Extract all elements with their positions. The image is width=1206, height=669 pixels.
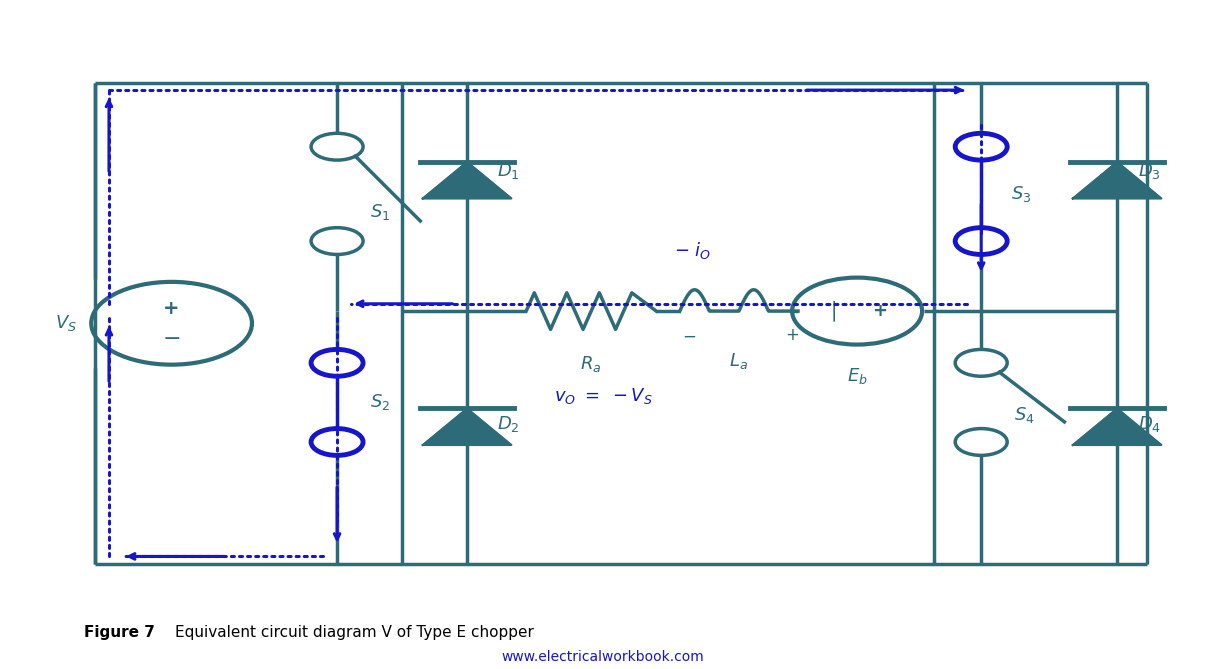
Text: $E_b$: $E_b$ <box>847 366 867 386</box>
Polygon shape <box>423 409 511 445</box>
Text: $S_3$: $S_3$ <box>1011 184 1031 204</box>
Text: ∣: ∣ <box>829 301 839 321</box>
Text: $+$: $+$ <box>785 326 800 345</box>
Text: $D_1$: $D_1$ <box>497 161 520 181</box>
Text: $R_a$: $R_a$ <box>580 354 602 374</box>
Text: Equivalent circuit diagram V of Type E chopper: Equivalent circuit diagram V of Type E c… <box>175 625 534 640</box>
Text: $D_4$: $D_4$ <box>1138 413 1161 434</box>
Text: $-\ i_O$: $-\ i_O$ <box>674 240 712 261</box>
Text: $v_O\ =\ -V_S$: $v_O\ =\ -V_S$ <box>554 386 652 406</box>
Text: Figure 7: Figure 7 <box>84 625 156 640</box>
Text: $S_1$: $S_1$ <box>370 202 391 222</box>
Polygon shape <box>1073 409 1161 445</box>
Text: $S_4$: $S_4$ <box>1014 405 1035 425</box>
Text: $S_2$: $S_2$ <box>370 393 391 412</box>
Polygon shape <box>1073 162 1161 199</box>
Text: www.electricalworkbook.com: www.electricalworkbook.com <box>502 650 704 664</box>
Text: +: + <box>872 302 888 320</box>
Text: $V_S$: $V_S$ <box>55 313 77 333</box>
Text: $D_3$: $D_3$ <box>1138 161 1161 181</box>
Polygon shape <box>423 162 511 199</box>
Text: $L_a$: $L_a$ <box>730 351 749 371</box>
Text: +: + <box>163 299 180 318</box>
Text: −: − <box>163 329 181 349</box>
Text: $D_2$: $D_2$ <box>497 413 520 434</box>
Text: $-$: $-$ <box>683 326 696 345</box>
